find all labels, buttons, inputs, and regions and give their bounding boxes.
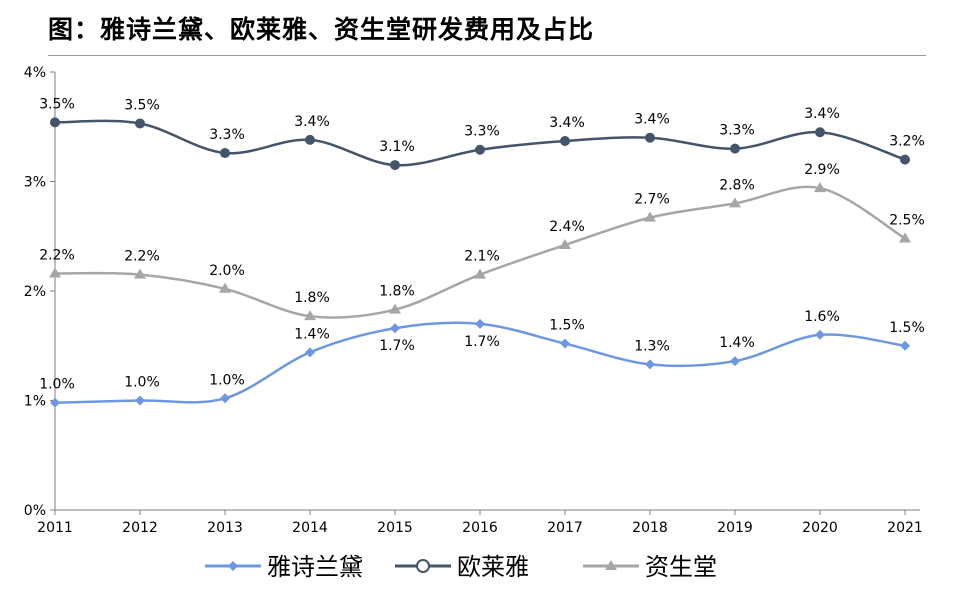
data-label: 2.5% bbox=[889, 212, 925, 228]
data-label: 1.5% bbox=[889, 320, 925, 336]
data-point bbox=[135, 395, 145, 406]
data-label: 3.3% bbox=[464, 124, 500, 140]
data-label: 3.4% bbox=[294, 114, 330, 130]
data-point bbox=[220, 393, 230, 404]
data-point bbox=[389, 303, 401, 314]
data-point bbox=[730, 143, 740, 154]
y-tick-label: 4% bbox=[24, 65, 46, 81]
data-label: 1.7% bbox=[379, 338, 415, 354]
data-label: 2.7% bbox=[634, 192, 670, 208]
y-tick-label: 0% bbox=[24, 503, 46, 519]
data-label: 2.2% bbox=[124, 249, 160, 265]
chart-title: 图：雅诗兰黛、欧莱雅、资生堂研发费用及占比 bbox=[48, 15, 595, 44]
data-label: 3.3% bbox=[209, 127, 245, 143]
legend-label: 雅诗兰黛 bbox=[267, 553, 363, 581]
data-label: 2.0% bbox=[209, 263, 245, 279]
y-tick-label: 1% bbox=[24, 394, 46, 410]
x-tick-label: 2021 bbox=[887, 520, 923, 536]
data-point bbox=[475, 318, 485, 329]
x-tick-label: 2019 bbox=[717, 520, 753, 536]
data-label: 2.2% bbox=[39, 247, 75, 263]
data-point bbox=[219, 282, 231, 293]
data-label: 3.2% bbox=[889, 134, 925, 150]
x-tick-label: 2020 bbox=[802, 520, 838, 536]
data-point bbox=[50, 117, 60, 128]
x-tick-label: 2011 bbox=[37, 520, 73, 536]
data-label: 3.1% bbox=[379, 139, 415, 155]
data-point bbox=[390, 160, 400, 171]
data-point bbox=[220, 148, 230, 159]
data-point bbox=[560, 135, 570, 146]
data-label: 2.1% bbox=[464, 249, 500, 265]
data-label: 1.0% bbox=[124, 375, 160, 391]
data-point bbox=[815, 329, 825, 340]
data-point bbox=[900, 154, 910, 165]
data-point bbox=[135, 118, 145, 129]
data-label: 2.4% bbox=[549, 219, 585, 235]
data-label: 2.8% bbox=[719, 177, 755, 193]
data-label: 3.4% bbox=[549, 115, 585, 131]
data-point bbox=[134, 268, 146, 279]
data-label: 1.3% bbox=[634, 338, 670, 354]
data-point bbox=[899, 232, 911, 243]
data-label: 1.8% bbox=[294, 290, 330, 306]
data-point bbox=[814, 182, 826, 193]
data-point bbox=[390, 323, 400, 334]
data-label: 2.9% bbox=[804, 162, 840, 178]
data-point bbox=[475, 144, 485, 155]
x-tick-label: 2014 bbox=[292, 520, 328, 536]
data-label: 3.4% bbox=[634, 112, 670, 128]
data-label: 1.8% bbox=[379, 284, 415, 300]
data-point bbox=[900, 340, 910, 351]
legend-marker bbox=[416, 559, 430, 573]
title-divider bbox=[48, 55, 926, 56]
y-tick-label: 3% bbox=[24, 175, 46, 191]
data-point bbox=[645, 132, 655, 143]
data-label: 1.4% bbox=[294, 326, 330, 342]
data-label: 3.4% bbox=[804, 106, 840, 122]
data-point bbox=[305, 134, 315, 145]
data-label: 1.5% bbox=[549, 318, 585, 334]
data-point bbox=[50, 397, 60, 408]
data-label: 1.0% bbox=[39, 377, 75, 393]
x-tick-label: 2017 bbox=[547, 520, 583, 536]
legend-label: 欧莱雅 bbox=[457, 553, 529, 581]
data-point bbox=[560, 338, 570, 349]
data-label: 1.6% bbox=[804, 309, 840, 325]
data-label: 1.0% bbox=[209, 372, 245, 388]
data-label: 3.3% bbox=[719, 123, 755, 139]
data-point bbox=[305, 347, 315, 358]
data-label: 1.4% bbox=[719, 335, 755, 351]
data-point bbox=[644, 211, 656, 222]
data-point bbox=[815, 127, 825, 138]
data-label: 3.5% bbox=[124, 97, 160, 113]
y-tick-label: 2% bbox=[24, 284, 46, 300]
x-tick-label: 2016 bbox=[462, 520, 498, 536]
data-label: 1.7% bbox=[464, 334, 500, 350]
data-point bbox=[730, 356, 740, 367]
data-point bbox=[645, 359, 655, 370]
legend-marker bbox=[228, 561, 238, 571]
data-point bbox=[49, 267, 61, 278]
data-point bbox=[559, 239, 571, 250]
legend-label: 资生堂 bbox=[645, 553, 717, 581]
x-tick-label: 2013 bbox=[207, 520, 243, 536]
data-point bbox=[729, 197, 741, 208]
data-point bbox=[304, 310, 316, 321]
x-tick-label: 2012 bbox=[122, 520, 158, 536]
data-point bbox=[474, 268, 486, 279]
data-label: 3.5% bbox=[39, 96, 75, 112]
x-tick-label: 2015 bbox=[377, 520, 413, 536]
legend-marker bbox=[605, 560, 617, 570]
x-tick-label: 2018 bbox=[632, 520, 668, 536]
